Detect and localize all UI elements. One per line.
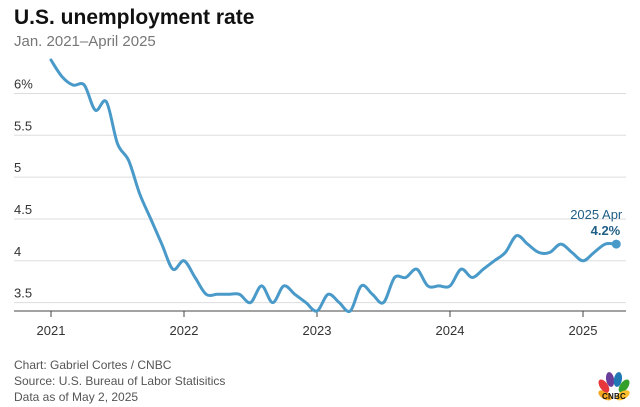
footer-source: Source: U.S. Bureau of Labor Statisitics [14, 374, 226, 388]
peacock-icon [598, 372, 630, 401]
data-point-2023-05[interactable] [359, 283, 364, 288]
data-point-2021-09[interactable] [137, 191, 142, 196]
data-point-2021-12[interactable] [170, 267, 175, 272]
data-point-2022-04[interactable] [215, 292, 220, 297]
series-line-unemployment [49, 58, 618, 314]
annotation-dot[interactable] [611, 239, 621, 249]
data-point-2024-07[interactable] [514, 233, 519, 238]
y-axis-ticks: 3.5 4 4.5 5 5.5 6% [14, 76, 33, 300]
data-point-2024-12[interactable] [569, 250, 574, 255]
footer-date-note: Data as of May 2, 2025 [14, 390, 139, 404]
data-point-2021-10[interactable] [148, 216, 153, 221]
data-point-2022-07[interactable] [248, 300, 253, 305]
data-point-2024-04[interactable] [481, 267, 486, 272]
data-point-2021-07[interactable] [115, 141, 120, 146]
y-tick-label-5: 6% [14, 76, 33, 91]
data-point-2023-04[interactable] [348, 309, 353, 314]
data-point-2022-03[interactable] [204, 292, 209, 297]
x-tick-label-3: 2024 [436, 323, 465, 338]
data-point-2024-11[interactable] [558, 242, 563, 247]
data-point-2021-01[interactable] [49, 58, 54, 63]
data-point-2021-11[interactable] [159, 242, 164, 247]
data-point-2022-09[interactable] [270, 300, 275, 305]
footer-credit: Chart: Gabriel Cortes / CNBC [14, 358, 172, 372]
x-tick-label-1: 2022 [170, 323, 199, 338]
data-point-2023-06[interactable] [370, 292, 375, 297]
data-point-2023-11[interactable] [425, 283, 430, 288]
y-tick-label-0: 3.5 [14, 286, 32, 301]
footer: Chart: Gabriel Cortes / CNBC Source: U.S… [14, 357, 225, 405]
data-point-2023-09[interactable] [403, 275, 408, 280]
y-tick-label-3: 5 [14, 160, 21, 175]
data-point-2024-03[interactable] [470, 275, 475, 280]
data-point-2021-04[interactable] [82, 83, 87, 88]
data-point-2024-02[interactable] [459, 267, 464, 272]
data-point-2021-08[interactable] [126, 158, 131, 163]
data-point-2024-06[interactable] [503, 250, 508, 255]
data-point-2022-11[interactable] [292, 292, 297, 297]
data-point-2023-07[interactable] [381, 300, 386, 305]
y-tick-label-1: 4 [14, 244, 21, 259]
y-tick-label-4: 5.5 [14, 118, 32, 133]
data-point-2024-01[interactable] [448, 283, 453, 288]
data-point-2022-01[interactable] [182, 258, 187, 263]
y-tick-label-2: 4.5 [14, 202, 32, 217]
data-point-2021-02[interactable] [60, 74, 65, 79]
data-point-2025-01[interactable] [581, 258, 586, 263]
data-point-2021-05[interactable] [93, 108, 98, 113]
data-point-2023-10[interactable] [414, 267, 419, 272]
data-point-2022-06[interactable] [237, 292, 242, 297]
cnbc-logo-text: CNBC [602, 392, 626, 401]
data-point-2022-05[interactable] [226, 292, 231, 297]
data-point-2025-02[interactable] [592, 250, 597, 255]
data-point-2024-05[interactable] [492, 258, 497, 263]
data-point-2022-08[interactable] [259, 283, 264, 288]
data-point-2023-02[interactable] [326, 292, 331, 297]
data-point-2024-08[interactable] [525, 242, 530, 247]
data-point-2022-10[interactable] [281, 283, 286, 288]
x-tick-label-0: 2021 [37, 323, 66, 338]
annotation-label: 2025 Apr [570, 207, 623, 222]
chart-title: U.S. unemployment rate [14, 6, 255, 29]
data-point-2023-03[interactable] [337, 300, 342, 305]
gridlines [14, 92, 626, 304]
data-point-2023-12[interactable] [436, 283, 441, 288]
data-points [49, 58, 619, 314]
data-point-2023-01[interactable] [315, 309, 320, 314]
x-tick-label-4: 2025 [569, 323, 598, 338]
data-point-2023-08[interactable] [392, 275, 397, 280]
data-point-2021-03[interactable] [71, 83, 76, 88]
data-point-2021-06[interactable] [104, 99, 109, 104]
x-axis-ticks: 2021 2022 2023 2024 2025 [37, 311, 598, 338]
data-point-2022-02[interactable] [193, 275, 198, 280]
data-point-2024-10[interactable] [547, 250, 552, 255]
x-tick-label-2: 2023 [303, 323, 332, 338]
chart-subtitle: Jan. 2021–April 2025 [14, 33, 156, 50]
data-point-2022-12[interactable] [303, 300, 308, 305]
data-point-2025-03[interactable] [603, 242, 608, 247]
annotation-value: 4.2% [591, 223, 621, 238]
data-point-2024-09[interactable] [536, 250, 541, 255]
